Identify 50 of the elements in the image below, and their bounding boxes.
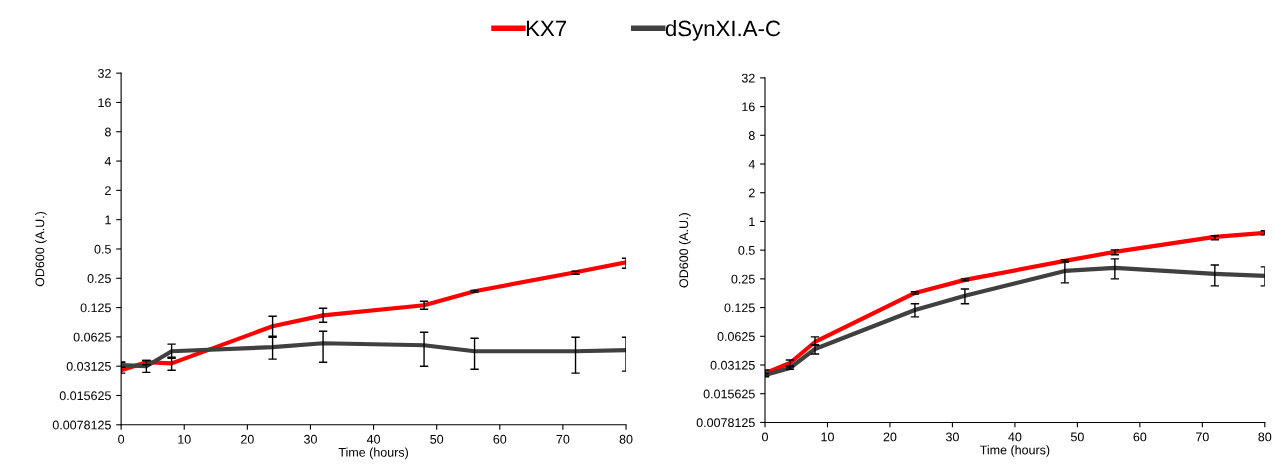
x-axis-title: Time (hours) <box>980 445 1050 457</box>
y-tick-label: 32 <box>97 68 111 78</box>
x-tick-label: 60 <box>1133 432 1147 442</box>
y-tick-label: 0.0625 <box>73 332 111 342</box>
y-tick-label: 1 <box>105 215 111 225</box>
legend-label: KX7 <box>526 20 567 37</box>
y-tick-label: 1 <box>749 217 755 226</box>
y-tick-label: 0.25 <box>87 274 111 283</box>
x-tick-label: 40 <box>1008 432 1022 442</box>
y-tick-label: 32 <box>741 73 755 83</box>
y-tick-label: 0.125 <box>80 303 111 313</box>
x-tick-label: 40 <box>366 434 381 444</box>
x-tick-label: 30 <box>303 434 317 444</box>
x-tick-label: 20 <box>241 434 254 444</box>
x-tick-label: 30 <box>945 432 959 442</box>
y-tick-label: 0.015625 <box>59 391 111 401</box>
y-tick-label: 2 <box>748 188 755 198</box>
y-tick-label: 0.25 <box>731 274 755 284</box>
y-axis-title: OD600 (A.U.) <box>35 211 47 287</box>
y-tick-label: 8 <box>748 131 755 140</box>
y-tick-label: 4 <box>748 159 755 169</box>
y-tick-label: 0.0078125 <box>52 420 111 430</box>
y-tick-label: 16 <box>742 102 755 112</box>
y-tick-label: 8 <box>104 127 111 137</box>
x-tick-label: 20 <box>883 432 897 442</box>
x-tick-label: 0 <box>762 432 768 442</box>
y-tick-label: 0.03125 <box>66 361 111 371</box>
x-tick-label: 10 <box>821 432 834 442</box>
x-axis-title: Time (hours) <box>338 447 408 460</box>
y-tick-label: 0.0625 <box>717 332 755 341</box>
y-tick-label: 0.5 <box>738 245 755 255</box>
y-tick-label: 0.5 <box>94 244 111 254</box>
x-tick-label: 0 <box>118 434 125 444</box>
x-tick-label: 60 <box>493 434 507 444</box>
y-tick-label: 0.03125 <box>710 360 755 370</box>
y-tick-label: 4 <box>104 157 112 166</box>
x-tick-label: 70 <box>556 434 570 444</box>
y-axis-title: OD600 (A.U.) <box>678 213 691 288</box>
x-tick-label: 50 <box>430 434 444 444</box>
y-tick-label: 2 <box>105 186 111 195</box>
x-tick-label: 50 <box>1070 432 1084 442</box>
x-tick-label: 10 <box>178 434 191 444</box>
x-tick-label: 70 <box>1196 432 1209 442</box>
y-tick-label: 0.125 <box>724 303 755 313</box>
y-tick-label: 0.015625 <box>703 389 755 399</box>
x-tick-label: 80 <box>619 434 633 444</box>
y-tick-label: 16 <box>98 98 111 108</box>
x-tick-label: 80 <box>1258 432 1272 442</box>
legend-label: dSynXI.A-C <box>665 20 781 41</box>
y-tick-label: 0.0078125 <box>696 418 755 428</box>
